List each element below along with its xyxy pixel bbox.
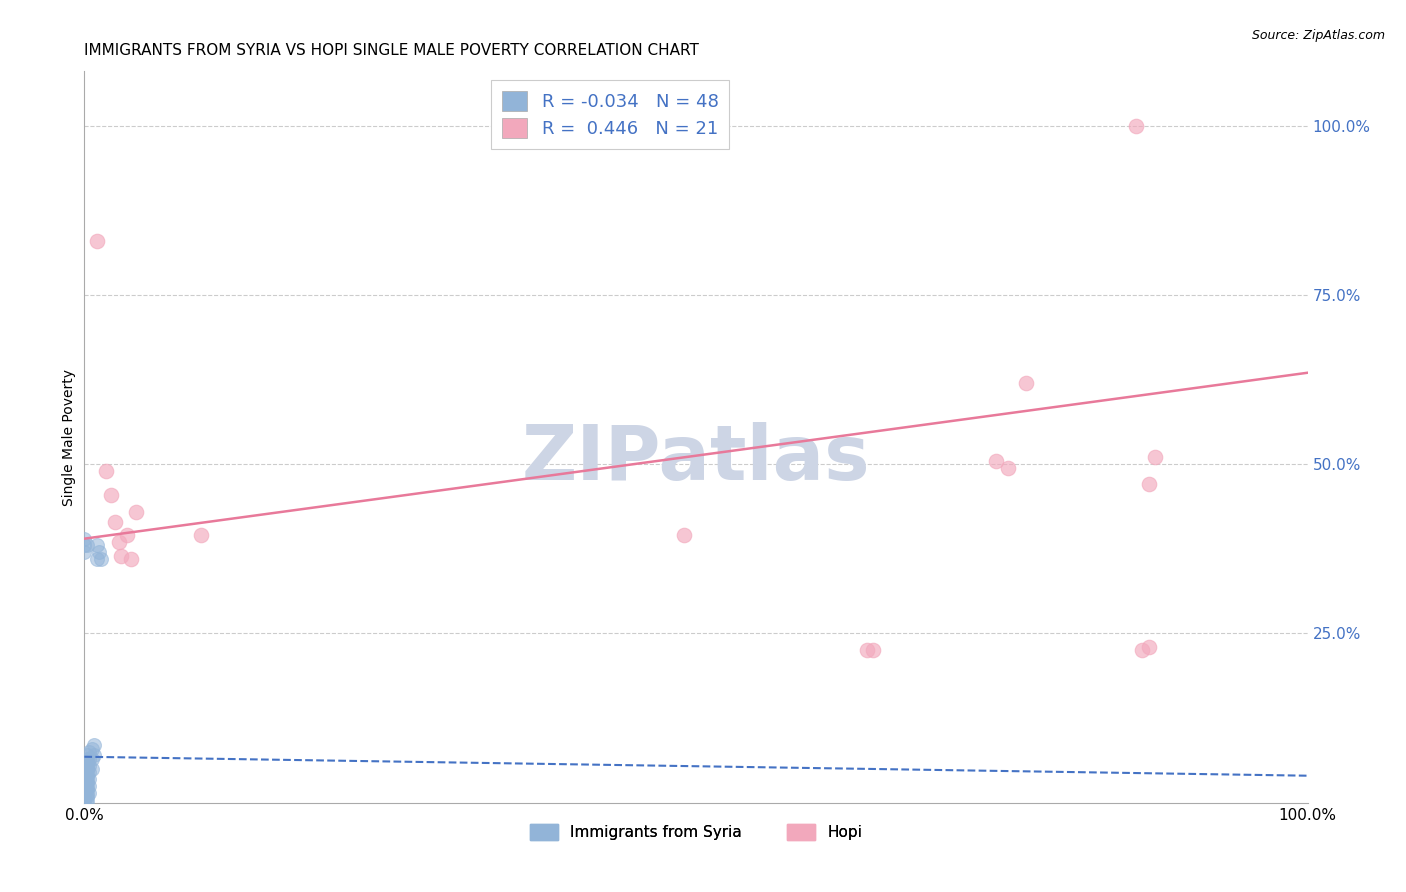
Point <box>90 552 112 566</box>
Point <box>73 789 96 803</box>
Point <box>110 549 132 563</box>
Point <box>120 552 142 566</box>
Point <box>76 772 98 786</box>
Point <box>77 772 100 786</box>
Point <box>80 741 103 756</box>
Text: Source: ZipAtlas.com: Source: ZipAtlas.com <box>1251 29 1385 42</box>
Point <box>1137 477 1160 491</box>
Point <box>190 528 212 542</box>
Point <box>83 748 105 763</box>
Point <box>73 765 96 780</box>
Point <box>76 775 98 789</box>
Point <box>73 772 96 786</box>
Point <box>73 782 96 797</box>
Point <box>73 792 96 806</box>
Point <box>862 643 884 657</box>
Point <box>125 505 148 519</box>
Point <box>76 538 98 552</box>
Point <box>77 758 100 772</box>
Point <box>80 762 103 776</box>
Point <box>107 535 129 549</box>
Point <box>76 752 98 766</box>
Point <box>86 538 108 552</box>
Point <box>73 758 96 772</box>
Y-axis label: Single Male Poverty: Single Male Poverty <box>62 368 76 506</box>
Point <box>73 755 96 769</box>
Point <box>86 552 108 566</box>
Point <box>1132 643 1154 657</box>
Point <box>73 545 96 559</box>
Point <box>73 775 96 789</box>
Point <box>1015 376 1038 390</box>
Point <box>76 786 98 800</box>
Point <box>100 488 122 502</box>
Text: ZIPatlas: ZIPatlas <box>522 422 870 496</box>
Point <box>76 796 98 810</box>
Point <box>76 789 98 803</box>
Point <box>1125 119 1147 133</box>
Point <box>73 779 96 793</box>
Point <box>76 769 98 783</box>
Point <box>73 786 96 800</box>
Point <box>76 762 98 776</box>
Point <box>77 745 100 759</box>
Point <box>73 532 96 546</box>
Point <box>73 769 96 783</box>
Point <box>76 758 98 772</box>
Point <box>83 738 105 752</box>
Point <box>73 796 96 810</box>
Point <box>76 782 98 797</box>
Point <box>1143 450 1166 465</box>
Point <box>86 234 108 248</box>
Point <box>80 752 103 766</box>
Point <box>76 779 98 793</box>
Point <box>77 752 100 766</box>
Point <box>77 779 100 793</box>
Point <box>115 528 138 542</box>
Point <box>77 765 100 780</box>
Point <box>96 464 118 478</box>
Point <box>104 515 127 529</box>
Point <box>76 792 98 806</box>
Point <box>984 454 1007 468</box>
Point <box>73 538 96 552</box>
Point <box>76 765 98 780</box>
Point <box>672 528 695 542</box>
Point <box>76 755 98 769</box>
Legend: Immigrants from Syria, Hopi: Immigrants from Syria, Hopi <box>524 818 868 847</box>
Point <box>73 762 96 776</box>
Point <box>997 460 1019 475</box>
Point <box>856 643 879 657</box>
Point <box>1137 640 1160 654</box>
Point <box>76 748 98 763</box>
Text: IMMIGRANTS FROM SYRIA VS HOPI SINGLE MALE POVERTY CORRELATION CHART: IMMIGRANTS FROM SYRIA VS HOPI SINGLE MAL… <box>84 43 699 58</box>
Point <box>77 786 100 800</box>
Point <box>87 545 110 559</box>
